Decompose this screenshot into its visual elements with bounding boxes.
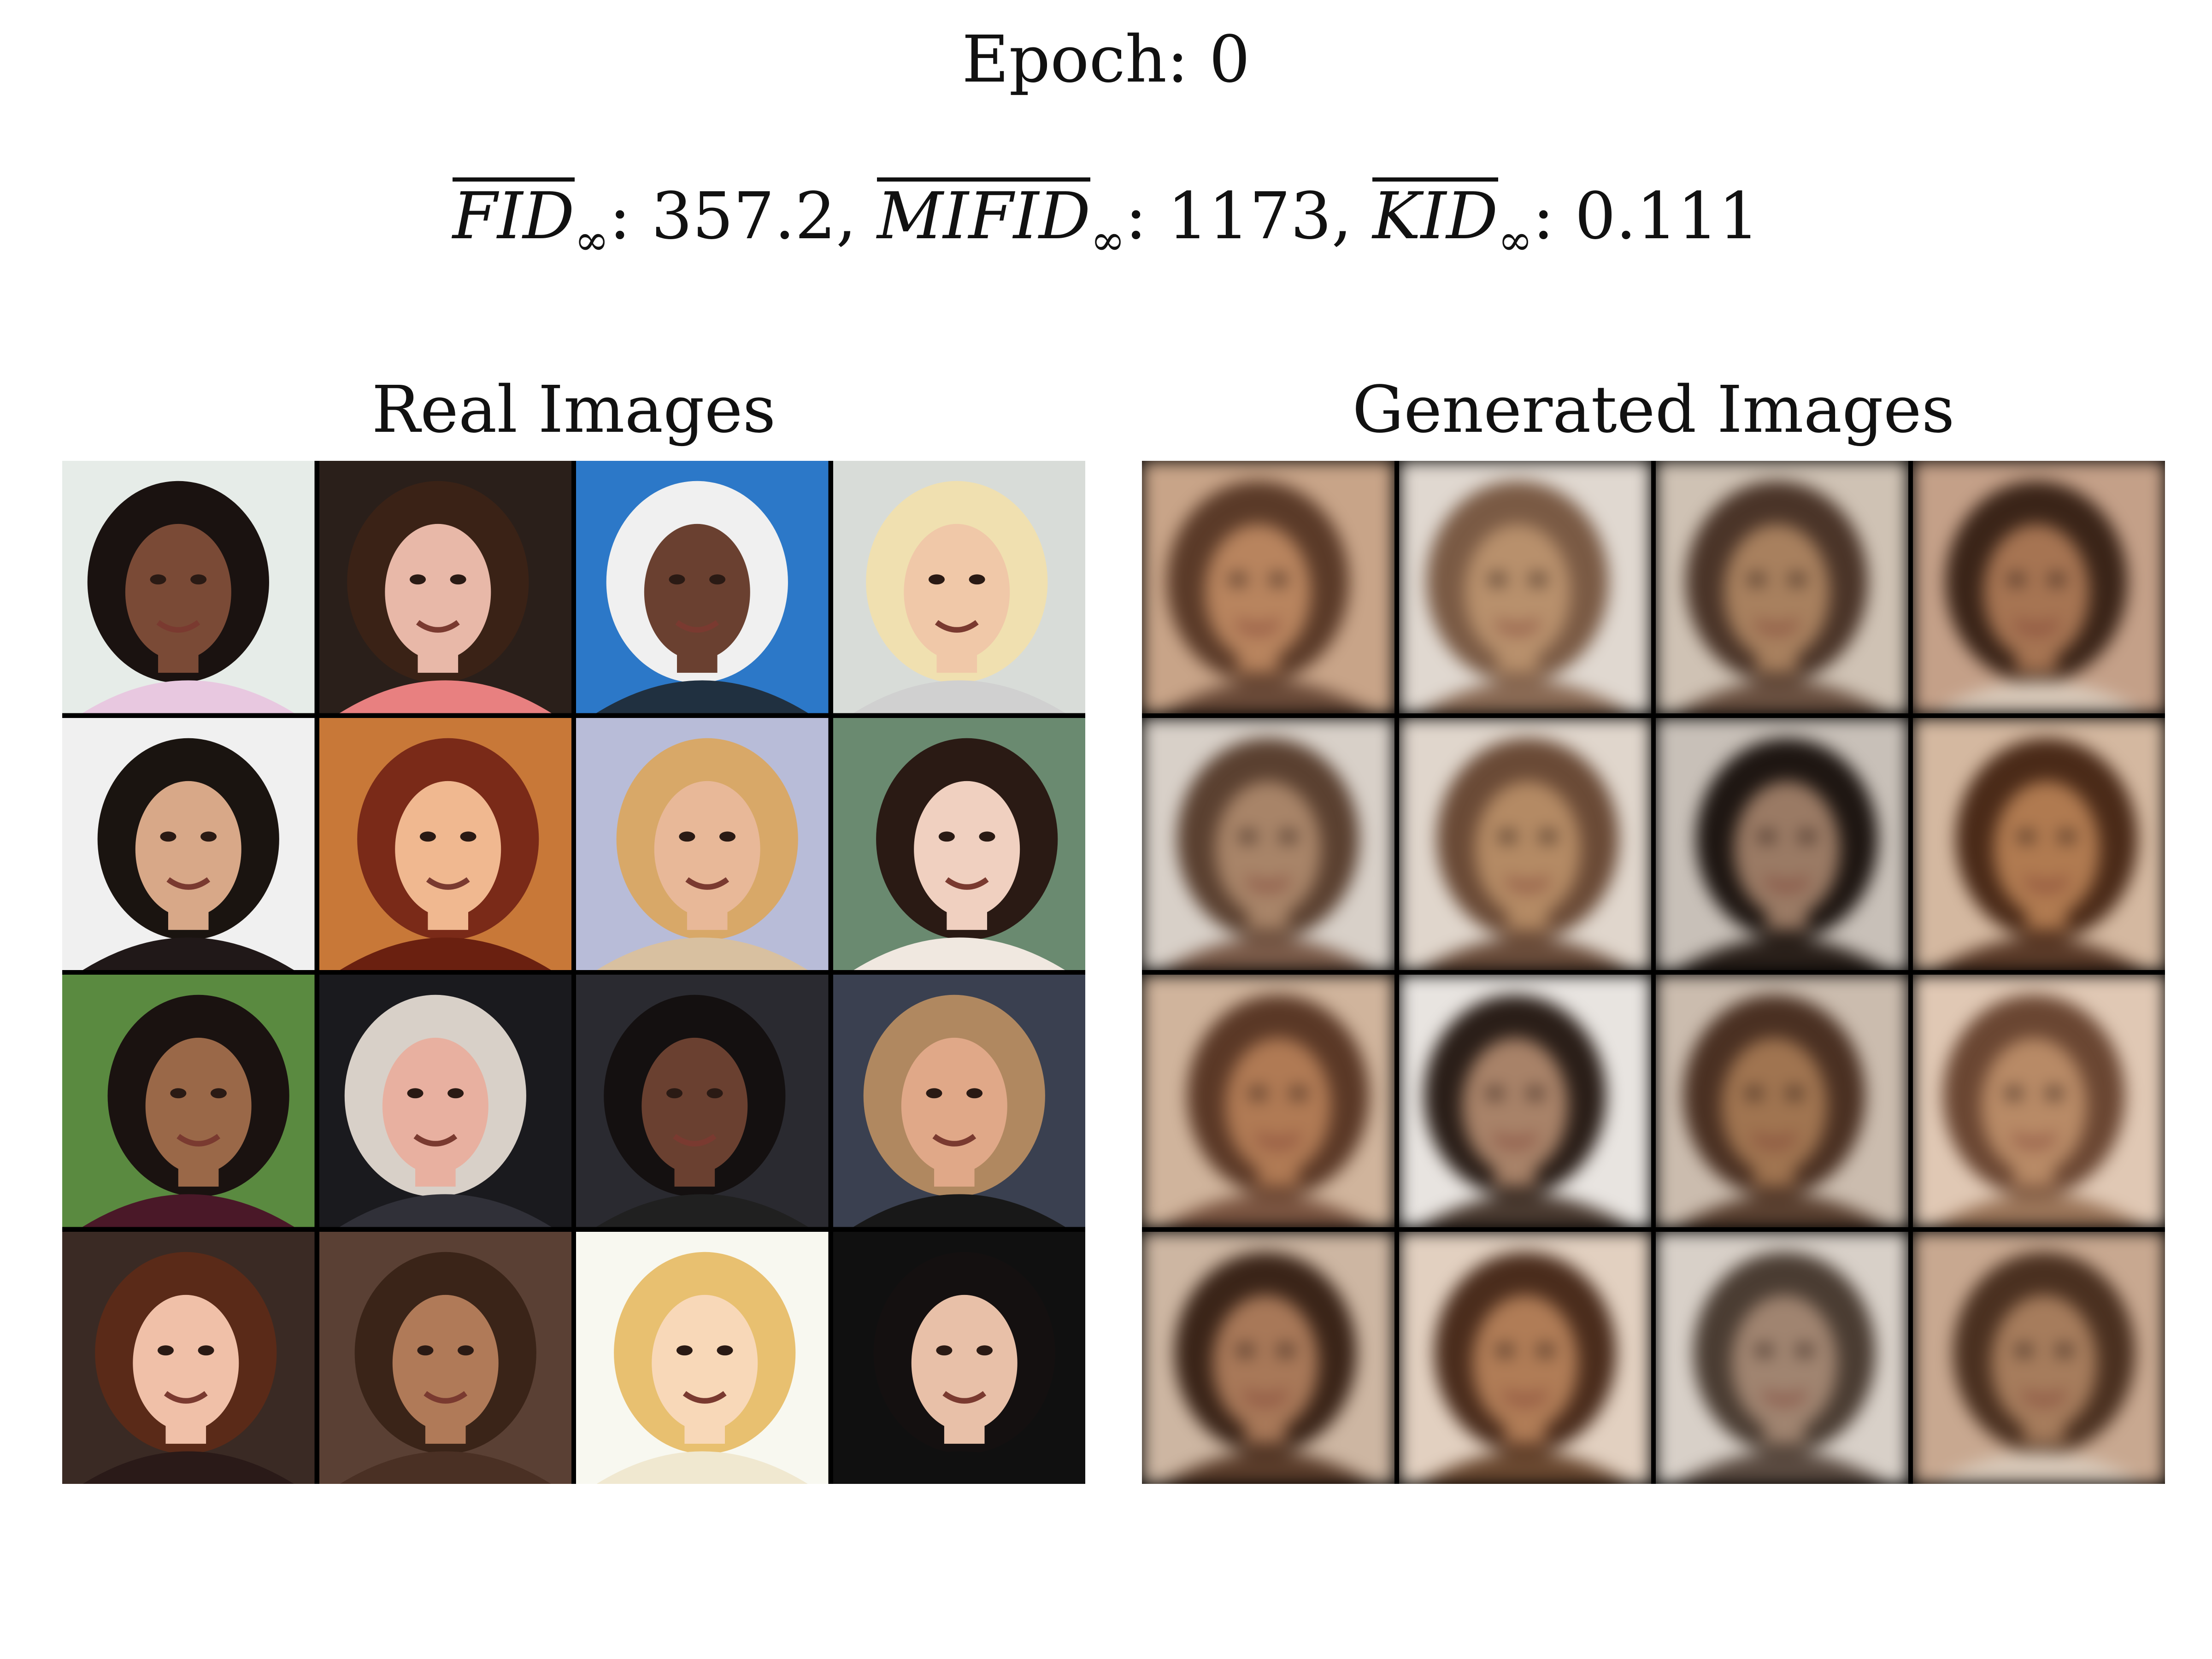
face-picture [833,718,1085,970]
metrics-line: FID∞: 357.2, MIFID∞: 1173, KID∞: 0.111 [0,171,2212,287]
face-picture [576,461,829,713]
face-picture [1912,718,2165,970]
face-picture [319,1231,571,1484]
generated-image-7 [1656,718,1908,970]
metric-fid-value: 357.2 [651,179,836,254]
face-picture [1656,975,1908,1227]
metric-mifid-subscript: ∞ [1090,216,1125,265]
face-picture [62,1231,315,1484]
face-picture [1656,461,1908,713]
metric-mifid: MIFID∞: 1173 [877,171,1331,287]
face-picture [1399,975,1651,1227]
metric-kid: KID∞: 0.111 [1372,171,1759,287]
face-picture [62,461,315,713]
real-image-8 [833,718,1085,970]
generated-image-15 [1656,1231,1908,1484]
face-picture [1399,1231,1651,1484]
metric-mifid-value: 1173 [1167,179,1332,254]
face-picture [576,718,829,970]
metric-kid-name: KID [1372,177,1498,249]
generated-image-9 [1142,975,1394,1227]
face-picture [576,1231,829,1484]
generated-image-4 [1912,461,2165,713]
face-picture [1142,461,1394,713]
real-image-5 [62,718,315,970]
generated-image-16 [1912,1231,2165,1484]
epoch-title: Epoch: 0 [0,18,2212,101]
real-image-11 [576,975,829,1227]
face-picture [1399,718,1651,970]
generated-image-2 [1399,461,1651,713]
face-picture [833,1231,1085,1484]
face-picture [1656,1231,1908,1484]
face-picture [833,461,1085,713]
face-picture [1912,975,2165,1227]
face-picture [1142,718,1394,970]
generated-image-11 [1656,975,1908,1227]
real-images-title: Real Images [371,372,776,447]
generated-images-title: Generated Images [1352,372,1955,447]
face-picture [319,975,571,1227]
generated-image-5 [1142,718,1394,970]
metric-fid-subscript: ∞ [574,216,609,265]
real-image-2 [319,461,571,713]
generated-image-8 [1912,718,2165,970]
metric-kid-value: 0.111 [1575,179,1760,254]
metric-fid-name: FID [452,177,575,249]
metric-kid-subscript: ∞ [1498,216,1533,265]
face-picture [1399,461,1651,713]
real-images-grid [62,461,1085,1484]
face-picture [1142,975,1394,1227]
generated-image-13 [1142,1231,1394,1484]
face-picture [319,718,571,970]
face-picture [62,975,315,1227]
real-image-15 [576,1231,829,1484]
epoch-value: 0 [1209,22,1250,97]
face-picture [319,461,571,713]
generated-image-10 [1399,975,1651,1227]
real-image-1 [62,461,315,713]
face-picture [576,975,829,1227]
metric-fid: FID∞: 357.2 [452,171,836,287]
face-picture [833,975,1085,1227]
face-picture [1142,1231,1394,1484]
real-image-13 [62,1231,315,1484]
real-image-10 [319,975,571,1227]
real-image-12 [833,975,1085,1227]
real-image-14 [319,1231,571,1484]
real-image-7 [576,718,829,970]
generated-image-12 [1912,975,2165,1227]
face-picture [1912,461,2165,713]
generated-image-3 [1656,461,1908,713]
face-picture [1912,1231,2165,1484]
real-image-16 [833,1231,1085,1484]
face-picture [1656,718,1908,970]
real-image-9 [62,975,315,1227]
generated-image-1 [1142,461,1394,713]
real-image-3 [576,461,829,713]
generated-image-14 [1399,1231,1651,1484]
generated-image-6 [1399,718,1651,970]
face-picture [62,718,315,970]
real-image-6 [319,718,571,970]
real-image-4 [833,461,1085,713]
epoch-label: Epoch: [962,22,1189,97]
generated-images-grid [1142,461,2165,1484]
metric-mifid-name: MIFID [877,177,1091,249]
